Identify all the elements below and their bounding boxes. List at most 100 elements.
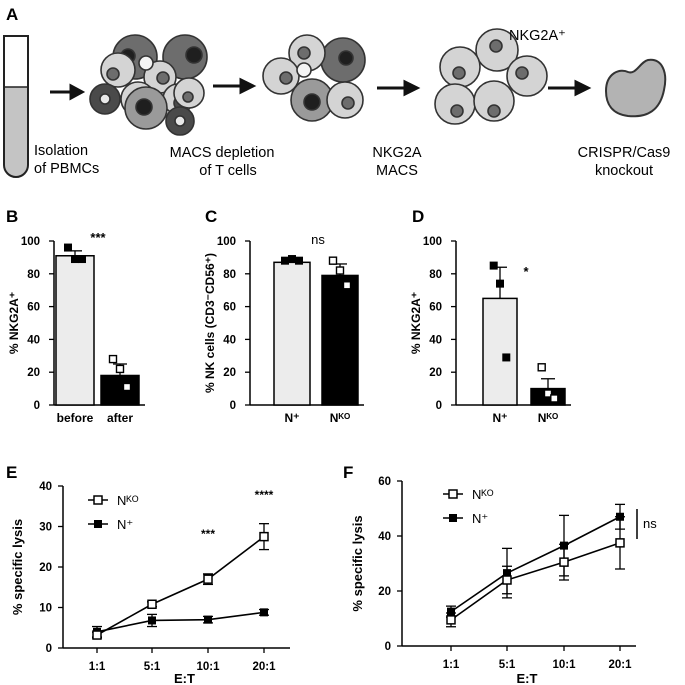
- data-point: [281, 256, 289, 265]
- data-point: [260, 608, 268, 617]
- panel-letter-e: E: [6, 463, 17, 482]
- data-point: [147, 599, 157, 610]
- y-tick-label: 100: [21, 236, 40, 248]
- y-tick-label: 20: [27, 367, 40, 379]
- bar-chart-b: 0 20 40 60 80 100 % NKG2A⁺ before after ***: [7, 230, 145, 425]
- y-tick-label: 0: [46, 643, 52, 655]
- y-tick-label: 30: [39, 522, 52, 534]
- y-tick-label: 0: [436, 400, 442, 412]
- data-point: [342, 281, 352, 290]
- step-label-line1: MACS depletion: [170, 145, 275, 161]
- x-tick-label: after: [107, 411, 133, 425]
- step-label-line2: of PBMCs: [34, 161, 99, 177]
- x-tick-label: 20:1: [608, 659, 632, 671]
- x-tick-label: Nᴷᴼ: [330, 411, 350, 425]
- y-tick-label: 0: [34, 400, 40, 412]
- data-point: [496, 279, 504, 288]
- y-tick-label: 40: [378, 531, 391, 543]
- legend-marker: [449, 514, 457, 522]
- data-point: [559, 557, 569, 567]
- significance-label: ns: [643, 516, 657, 531]
- data-point: [204, 615, 212, 624]
- data-point: [115, 364, 125, 374]
- data-point: [78, 255, 86, 264]
- y-tick-label: 0: [230, 400, 236, 412]
- legend-label: Nᴷᴼ: [472, 487, 494, 502]
- knockout-cell-icon: [604, 58, 667, 118]
- y-tick-label: 60: [378, 476, 391, 488]
- significance-label: ****: [255, 488, 274, 502]
- step-label-line2: MACS: [376, 163, 418, 179]
- x-axis-label: E:T: [174, 671, 195, 685]
- y-tick-label: 60: [429, 302, 442, 314]
- data-point: [335, 266, 345, 275]
- x-axis-label: E:T: [517, 671, 538, 685]
- y-tick-label: 100: [217, 236, 236, 248]
- significance-label: ***: [90, 230, 106, 245]
- y-tick-label: 40: [429, 334, 442, 346]
- data-point: [295, 256, 303, 265]
- y-tick-label: 40: [27, 334, 40, 346]
- x-tick-label: 1:1: [443, 659, 460, 671]
- panel-letter-d: D: [412, 207, 424, 226]
- y-tick-label: 80: [27, 269, 40, 281]
- bar: [100, 374, 140, 406]
- bar: [482, 297, 518, 406]
- data-point: [550, 394, 559, 403]
- y-tick-label: 100: [423, 236, 442, 248]
- significance-label: ns: [311, 232, 325, 247]
- data-point: [543, 389, 553, 398]
- panel-letter-c: C: [205, 207, 217, 226]
- arrow-icon: [377, 79, 421, 97]
- y-tick-label: 40: [223, 334, 236, 346]
- step-label-line2: of T cells: [199, 163, 257, 179]
- x-tick-label: 10:1: [196, 661, 220, 673]
- series-line: [96, 611, 265, 633]
- panel-letter-f: F: [343, 463, 353, 482]
- data-point: [92, 630, 102, 640]
- data-point: [288, 255, 296, 264]
- x-tick-label: 5:1: [144, 661, 161, 673]
- y-tick-label: 20: [39, 562, 52, 574]
- arrow-icon: [213, 77, 257, 95]
- data-point: [447, 607, 455, 616]
- legend-marker: [448, 489, 458, 499]
- x-tick-label: 10:1: [552, 659, 576, 671]
- x-tick-label: Nᴷᴼ: [538, 411, 558, 425]
- data-point: [502, 575, 512, 585]
- data-point: [489, 261, 498, 270]
- y-tick-label: 20: [378, 586, 391, 598]
- significance-label: ***: [201, 527, 215, 541]
- step-label-line1: Isolation: [34, 143, 88, 159]
- y-tick-label: 40: [39, 481, 52, 493]
- bar-chart-c: 0 20 40 60 80 100% NK cells (CD3⁻CD56⁺) N⁺ Nᴷᴼ n…: [203, 232, 364, 425]
- y-tick-label: 20: [223, 367, 236, 379]
- y-axis-label: % NKG2A⁺: [7, 292, 21, 354]
- panel-letter-a: A: [6, 5, 18, 24]
- y-axis-label: % specific lysis: [10, 519, 25, 615]
- data-point: [259, 531, 269, 542]
- y-tick-label: 80: [429, 269, 442, 281]
- data-point: [148, 616, 156, 625]
- data-point: [615, 538, 625, 548]
- step-label-line1: NKG2A: [372, 145, 421, 161]
- nkg2a-positive-label: NKG2A⁺: [509, 28, 566, 44]
- legend-label: N⁺: [472, 511, 488, 526]
- x-tick-label: 20:1: [252, 661, 276, 673]
- data-point: [502, 353, 511, 362]
- panel-letter-b: B: [6, 207, 18, 226]
- data-point: [122, 382, 132, 392]
- legend-marker: [93, 495, 103, 505]
- step-label-line1: CRISPR/Cas9: [578, 145, 671, 161]
- line-chart-f: 0 20 40 60 1:1 5:1 10:1 20:1 % specific lysis E:T…: [350, 476, 657, 685]
- bar: [55, 255, 95, 406]
- y-axis-label: % NKG2A⁺: [409, 292, 423, 354]
- bar: [273, 261, 311, 406]
- data-point: [64, 243, 72, 252]
- line-chart-e: 0 10 20 30 40 1:1 5:1 10:1 20:1 % specific lysis E…: [10, 481, 290, 685]
- y-tick-label: 60: [27, 302, 40, 314]
- arrow-icon: [548, 79, 592, 97]
- y-tick-label: 10: [39, 603, 52, 615]
- data-point: [71, 255, 79, 264]
- data-point: [203, 574, 213, 584]
